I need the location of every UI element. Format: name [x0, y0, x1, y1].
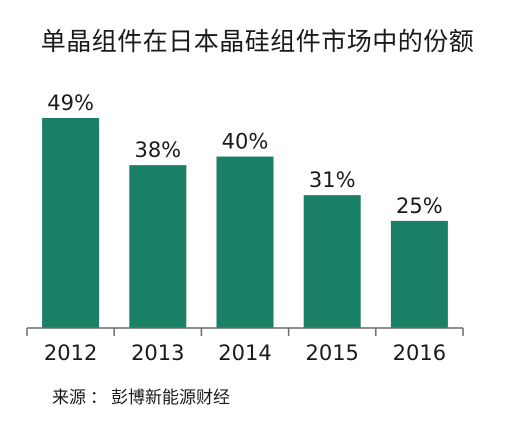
x-tick-labels-group: 2012 2013 2014 2015 2016	[44, 341, 446, 365]
x-tick-label-2016: 2016	[393, 341, 446, 365]
value-label-2012: 49%	[47, 91, 94, 115]
bar-2012	[42, 118, 100, 328]
bar-2013	[129, 165, 187, 328]
value-label-2014: 40%	[222, 130, 269, 154]
bar-2015	[303, 195, 361, 328]
bar-2016	[390, 220, 448, 328]
source-note: 来源：彭博新能源财经	[52, 383, 230, 408]
x-tick-label-2012: 2012	[44, 341, 97, 365]
value-label-2013: 38%	[134, 138, 181, 162]
value-label-2015: 31%	[309, 168, 356, 192]
source-label: 来源	[52, 388, 86, 408]
value-labels-group: 49% 38% 40% 31% 25%	[47, 91, 442, 218]
x-tick-label-2013: 2013	[131, 341, 184, 365]
source-name: 彭博新能源财经	[111, 388, 230, 408]
bar-2014	[216, 156, 274, 328]
x-axis	[26, 327, 464, 336]
bars-group	[42, 118, 448, 328]
x-tick-label-2015: 2015	[305, 341, 358, 365]
source-separator: ：	[90, 388, 107, 408]
value-label-2016: 25%	[396, 194, 443, 218]
chart-title: 单晶组件在日本晶硅组件市场中的份额	[40, 27, 475, 56]
x-tick-label-2014: 2014	[218, 341, 271, 365]
